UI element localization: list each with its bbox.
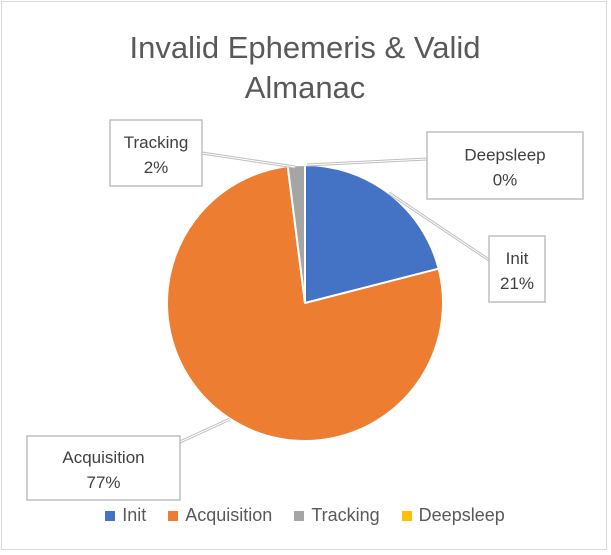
legend-item-acquisition[interactable]: Acquisition [168, 505, 272, 526]
data-label-category-acquisition: Acquisition [62, 448, 144, 467]
legend-label-tracking: Tracking [311, 505, 380, 525]
data-label-tracking: Tracking 2% [109, 119, 296, 187]
legend-label-init: Init [122, 505, 147, 525]
legend-swatch-init [105, 510, 116, 521]
data-label-box-tracking [109, 119, 203, 187]
legend-label-deepsleep: Deepsleep [418, 505, 505, 525]
chart-title: Invalid Ephemeris & Valid Almanac [2, 28, 608, 108]
data-label-init: Init 21% [388, 191, 546, 303]
chart-title-line-1: Invalid Ephemeris & Valid [129, 30, 481, 65]
data-label-value-acquisition: 77% [86, 473, 120, 492]
data-label-value-tracking: 2% [144, 158, 169, 177]
chart-title-line-2: Almanac [244, 70, 366, 105]
legend-swatch-tracking [294, 510, 305, 521]
data-label-box-init [488, 235, 546, 303]
data-label-value-init: 21% [500, 274, 534, 293]
data-label-category-deepsleep: Deepsleep [464, 146, 545, 165]
data-label-acquisition: Acquisition 77% [26, 417, 231, 501]
data-label-box-deepsleep [426, 131, 584, 200]
data-label-category-init: Init [506, 249, 529, 268]
data-label-deepsleep: Deepsleep 0% [306, 131, 584, 200]
data-label-box-acquisition [26, 435, 181, 501]
legend-swatch-deepsleep [401, 510, 412, 521]
chart-legend: Init Acquisition Tracking Deepsleep [2, 505, 608, 526]
legend-item-init[interactable]: Init [105, 505, 146, 526]
legend-label-acquisition: Acquisition [185, 505, 273, 525]
data-label-category-tracking: Tracking [124, 133, 189, 152]
legend-item-deepsleep[interactable]: Deepsleep [401, 505, 505, 526]
data-label-value-deepsleep: 0% [493, 171, 518, 190]
legend-item-tracking[interactable]: Tracking [294, 505, 380, 526]
legend-swatch-acquisition [168, 510, 179, 521]
